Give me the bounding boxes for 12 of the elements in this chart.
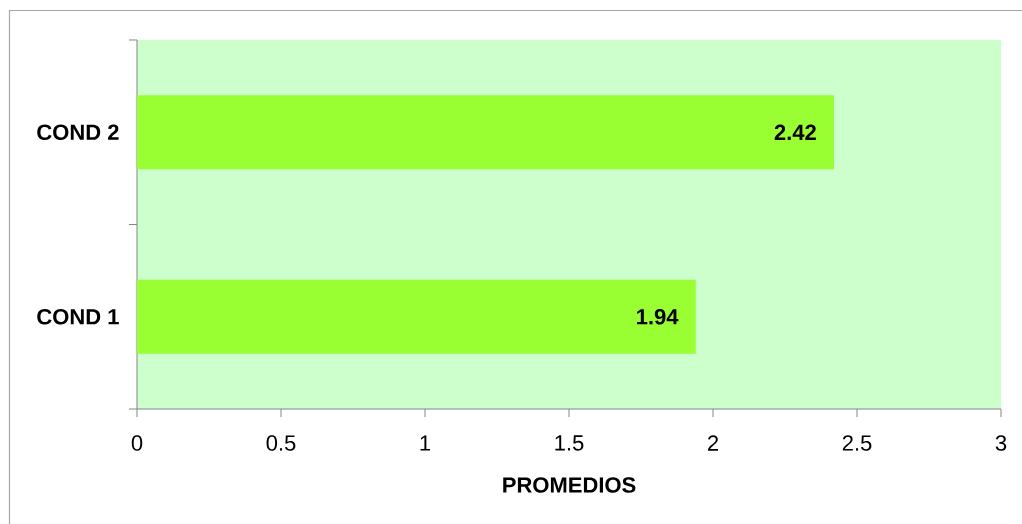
y-tick-label: COND 1 [37, 308, 119, 325]
data-label: 1.94 [637, 308, 679, 325]
data-label: 2.42 [774, 124, 816, 140]
x-tick-label: 1.5 [555, 435, 584, 451]
x-tick-label: 0.5 [266, 435, 296, 451]
x-tick-label: 1 [420, 435, 431, 451]
x-axis-title: PROMEDIOS [503, 477, 636, 493]
x-tick-label: 2 [708, 435, 719, 451]
y-tick-label: COND 2 [37, 124, 119, 141]
x-tick-label: 3 [995, 435, 1007, 451]
x-tick-label: 2.5 [842, 435, 872, 451]
x-tick-label: 0 [131, 435, 143, 451]
